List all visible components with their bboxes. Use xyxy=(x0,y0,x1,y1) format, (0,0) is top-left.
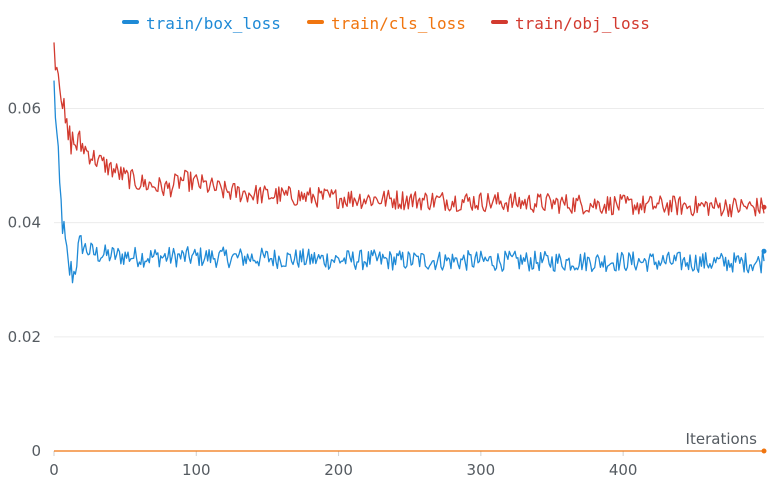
y-tick-label: 0.02 xyxy=(8,328,41,346)
legend-label: train/box_loss xyxy=(146,14,281,33)
series-lines xyxy=(53,42,767,454)
x-tick-label: 300 xyxy=(467,461,496,479)
legend-item-train-box-loss[interactable]: train/box_loss xyxy=(122,14,281,33)
x-axis-title: Iterations xyxy=(686,430,758,448)
series-endpoint xyxy=(761,204,767,210)
y-axis-ticks: 0 0.02 0.04 0.06 xyxy=(8,100,41,461)
y-tick-label: 0.06 xyxy=(8,100,41,118)
x-tick-label: 200 xyxy=(324,461,353,479)
legend-item-train-obj-loss[interactable]: train/obj_loss xyxy=(491,14,650,33)
x-tick-label: 100 xyxy=(182,461,211,479)
legend-item-train-cls-loss[interactable]: train/cls_loss xyxy=(307,14,466,33)
series-line-train-box-loss xyxy=(53,80,765,284)
x-tick-label: 0 xyxy=(49,461,59,479)
legend-swatch xyxy=(491,20,508,24)
series-line-train-obj-loss xyxy=(53,42,765,218)
x-axis-ticks: 0 100 200 300 400 xyxy=(49,451,637,479)
legend[interactable]: train/box_loss train/cls_loss train/obj_lo… xyxy=(122,14,650,33)
legend-label: train/cls_loss xyxy=(331,14,466,33)
grid xyxy=(54,108,764,338)
x-tick-label: 400 xyxy=(609,461,638,479)
legend-swatch xyxy=(307,20,324,24)
y-tick-label: 0.04 xyxy=(8,214,41,232)
legend-label: train/obj_loss xyxy=(515,14,650,33)
series-endpoint xyxy=(761,448,767,454)
series-endpoint xyxy=(761,248,767,254)
y-tick-label: 0 xyxy=(31,442,41,460)
legend-swatch xyxy=(122,20,139,24)
